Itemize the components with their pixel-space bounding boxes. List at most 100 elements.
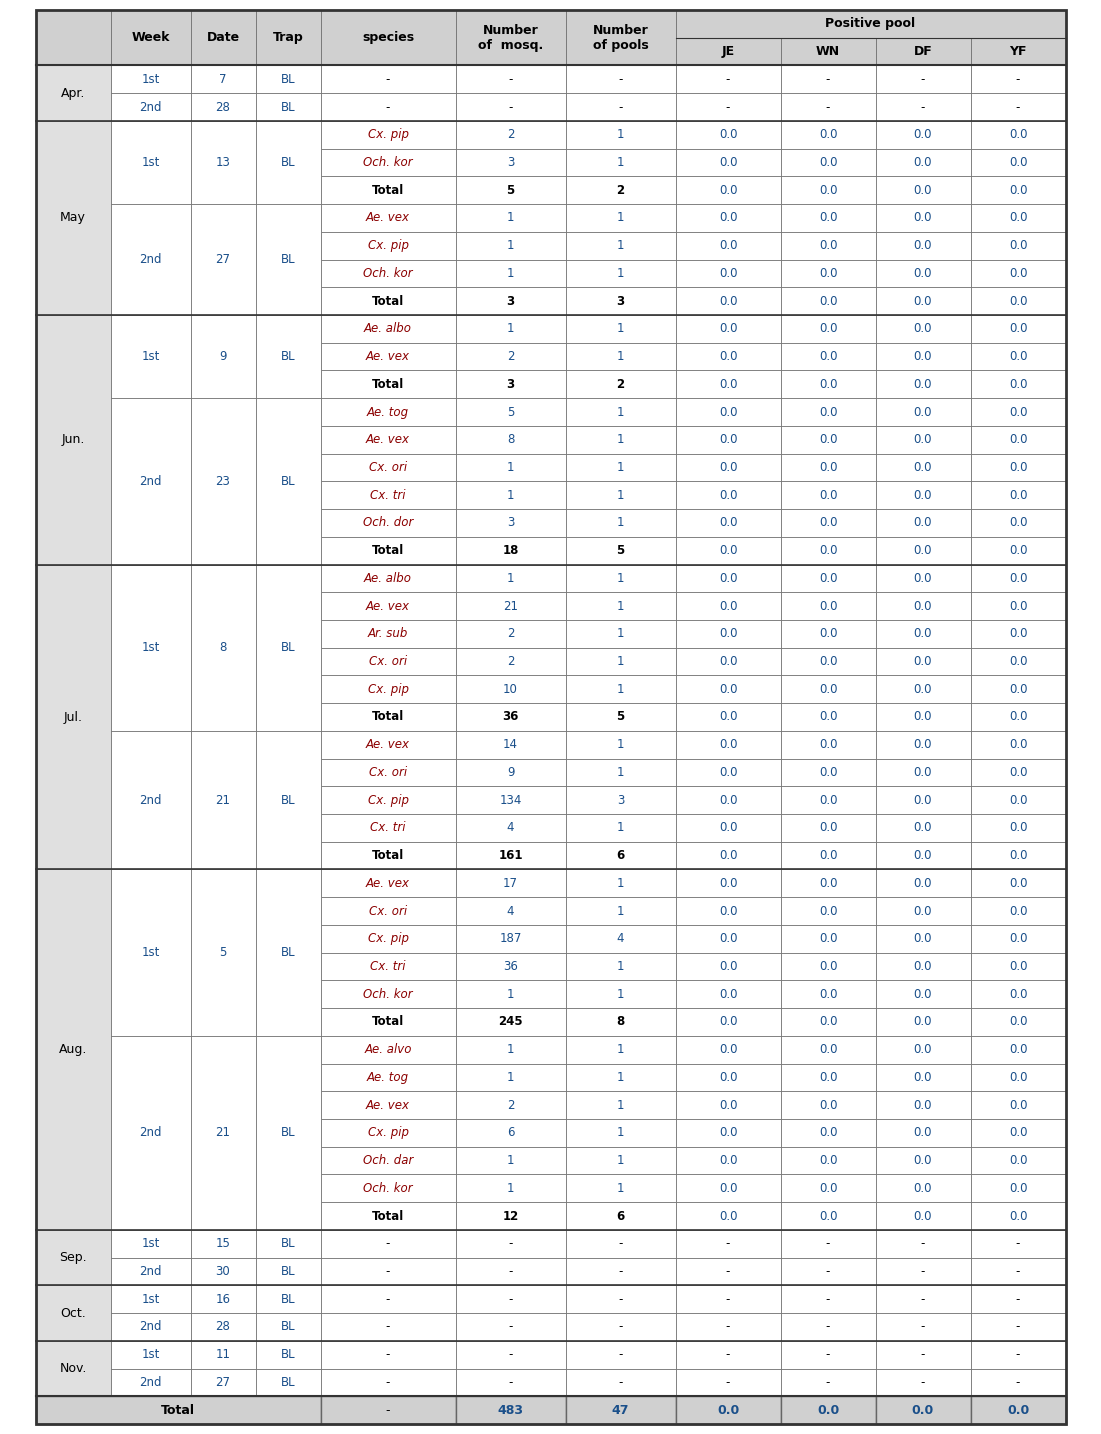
Text: 1st: 1st xyxy=(141,156,160,169)
Bar xyxy=(781,925,875,952)
Text: 0.0: 0.0 xyxy=(914,739,933,751)
Bar xyxy=(875,287,970,315)
Bar xyxy=(566,287,676,315)
Text: BL: BL xyxy=(281,1321,295,1334)
Text: -: - xyxy=(826,100,830,113)
Bar xyxy=(781,287,875,315)
Bar xyxy=(781,453,875,482)
Bar xyxy=(676,370,781,399)
Text: 1: 1 xyxy=(617,1126,624,1140)
Text: 0.0: 0.0 xyxy=(914,959,933,974)
Text: BL: BL xyxy=(281,1375,295,1390)
Text: Cx. tri: Cx. tri xyxy=(370,959,406,974)
Bar xyxy=(781,1285,875,1314)
Bar xyxy=(970,509,1066,536)
Bar xyxy=(875,1397,970,1424)
Bar xyxy=(781,1035,875,1064)
Bar xyxy=(456,66,566,93)
Text: 0.0: 0.0 xyxy=(1009,377,1027,391)
Text: 0.0: 0.0 xyxy=(914,460,933,475)
Text: 0.0: 0.0 xyxy=(719,1043,738,1057)
Bar xyxy=(255,565,320,731)
Bar xyxy=(676,1397,781,1424)
Text: Oct.: Oct. xyxy=(61,1306,86,1319)
Bar xyxy=(875,37,970,66)
Text: 0.0: 0.0 xyxy=(819,267,837,280)
Text: 0.0: 0.0 xyxy=(719,156,738,169)
Text: 0.0: 0.0 xyxy=(914,294,933,308)
Text: 0.0: 0.0 xyxy=(914,1182,933,1195)
Bar xyxy=(456,815,566,842)
Text: 0.0: 0.0 xyxy=(914,377,933,391)
Bar xyxy=(875,565,970,592)
Bar xyxy=(676,66,781,93)
Text: 0.0: 0.0 xyxy=(819,1043,837,1057)
Text: 0.0: 0.0 xyxy=(1009,267,1027,280)
Bar xyxy=(566,1368,676,1397)
Text: 2: 2 xyxy=(617,184,624,196)
Text: -: - xyxy=(619,73,623,86)
Text: 1: 1 xyxy=(617,599,624,612)
Text: 0.0: 0.0 xyxy=(719,1126,738,1140)
Text: DF: DF xyxy=(914,44,933,59)
Bar xyxy=(676,842,781,869)
Text: -: - xyxy=(920,1292,925,1306)
Text: 0.0: 0.0 xyxy=(914,1043,933,1057)
Bar xyxy=(456,149,566,176)
Text: 1: 1 xyxy=(617,905,624,918)
Text: BL: BL xyxy=(281,73,295,86)
Bar xyxy=(456,399,566,426)
Text: 0.0: 0.0 xyxy=(914,211,933,225)
Text: Cx. pip: Cx. pip xyxy=(368,239,408,252)
Text: 0.0: 0.0 xyxy=(1009,599,1027,612)
Bar xyxy=(970,981,1066,1008)
Text: -: - xyxy=(385,1292,390,1306)
Text: 0.0: 0.0 xyxy=(914,350,933,363)
Bar xyxy=(320,1341,456,1368)
Text: 161: 161 xyxy=(499,849,523,862)
Bar xyxy=(456,1064,566,1091)
Bar xyxy=(781,1202,875,1230)
Text: Cx. ori: Cx. ori xyxy=(369,766,407,779)
Bar xyxy=(566,731,676,759)
Text: 0.0: 0.0 xyxy=(819,406,837,419)
Bar xyxy=(255,1258,320,1285)
Text: 0.0: 0.0 xyxy=(914,1098,933,1111)
Bar xyxy=(456,1341,566,1368)
Bar xyxy=(781,120,875,149)
Text: -: - xyxy=(385,1238,390,1250)
Bar xyxy=(566,232,676,260)
Bar xyxy=(320,592,456,619)
Text: -: - xyxy=(619,100,623,113)
Bar xyxy=(676,869,781,898)
Text: 0.0: 0.0 xyxy=(719,793,738,807)
Text: 1: 1 xyxy=(617,267,624,280)
Bar xyxy=(320,1147,456,1174)
Bar xyxy=(320,675,456,703)
Bar xyxy=(456,759,566,786)
Bar xyxy=(35,869,110,1230)
Text: Och. dar: Och. dar xyxy=(363,1154,413,1167)
Bar xyxy=(676,815,781,842)
Bar xyxy=(970,343,1066,370)
Bar xyxy=(970,536,1066,565)
Bar xyxy=(970,898,1066,925)
Bar xyxy=(456,287,566,315)
Text: 0.0: 0.0 xyxy=(1009,1154,1027,1167)
Bar xyxy=(781,565,875,592)
Text: 16: 16 xyxy=(216,1292,230,1306)
Text: 1: 1 xyxy=(617,489,624,502)
Text: 0.0: 0.0 xyxy=(914,1126,933,1140)
Bar xyxy=(781,842,875,869)
Text: 1: 1 xyxy=(617,350,624,363)
Text: 0.0: 0.0 xyxy=(819,822,837,835)
Text: 0.0: 0.0 xyxy=(914,489,933,502)
Bar xyxy=(190,204,255,315)
Text: 0.0: 0.0 xyxy=(819,211,837,225)
Bar xyxy=(781,815,875,842)
Text: -: - xyxy=(385,1321,390,1334)
Bar xyxy=(320,1285,456,1314)
Text: -: - xyxy=(1016,73,1021,86)
Text: 1: 1 xyxy=(506,988,514,1001)
Text: 0.0: 0.0 xyxy=(914,683,933,695)
